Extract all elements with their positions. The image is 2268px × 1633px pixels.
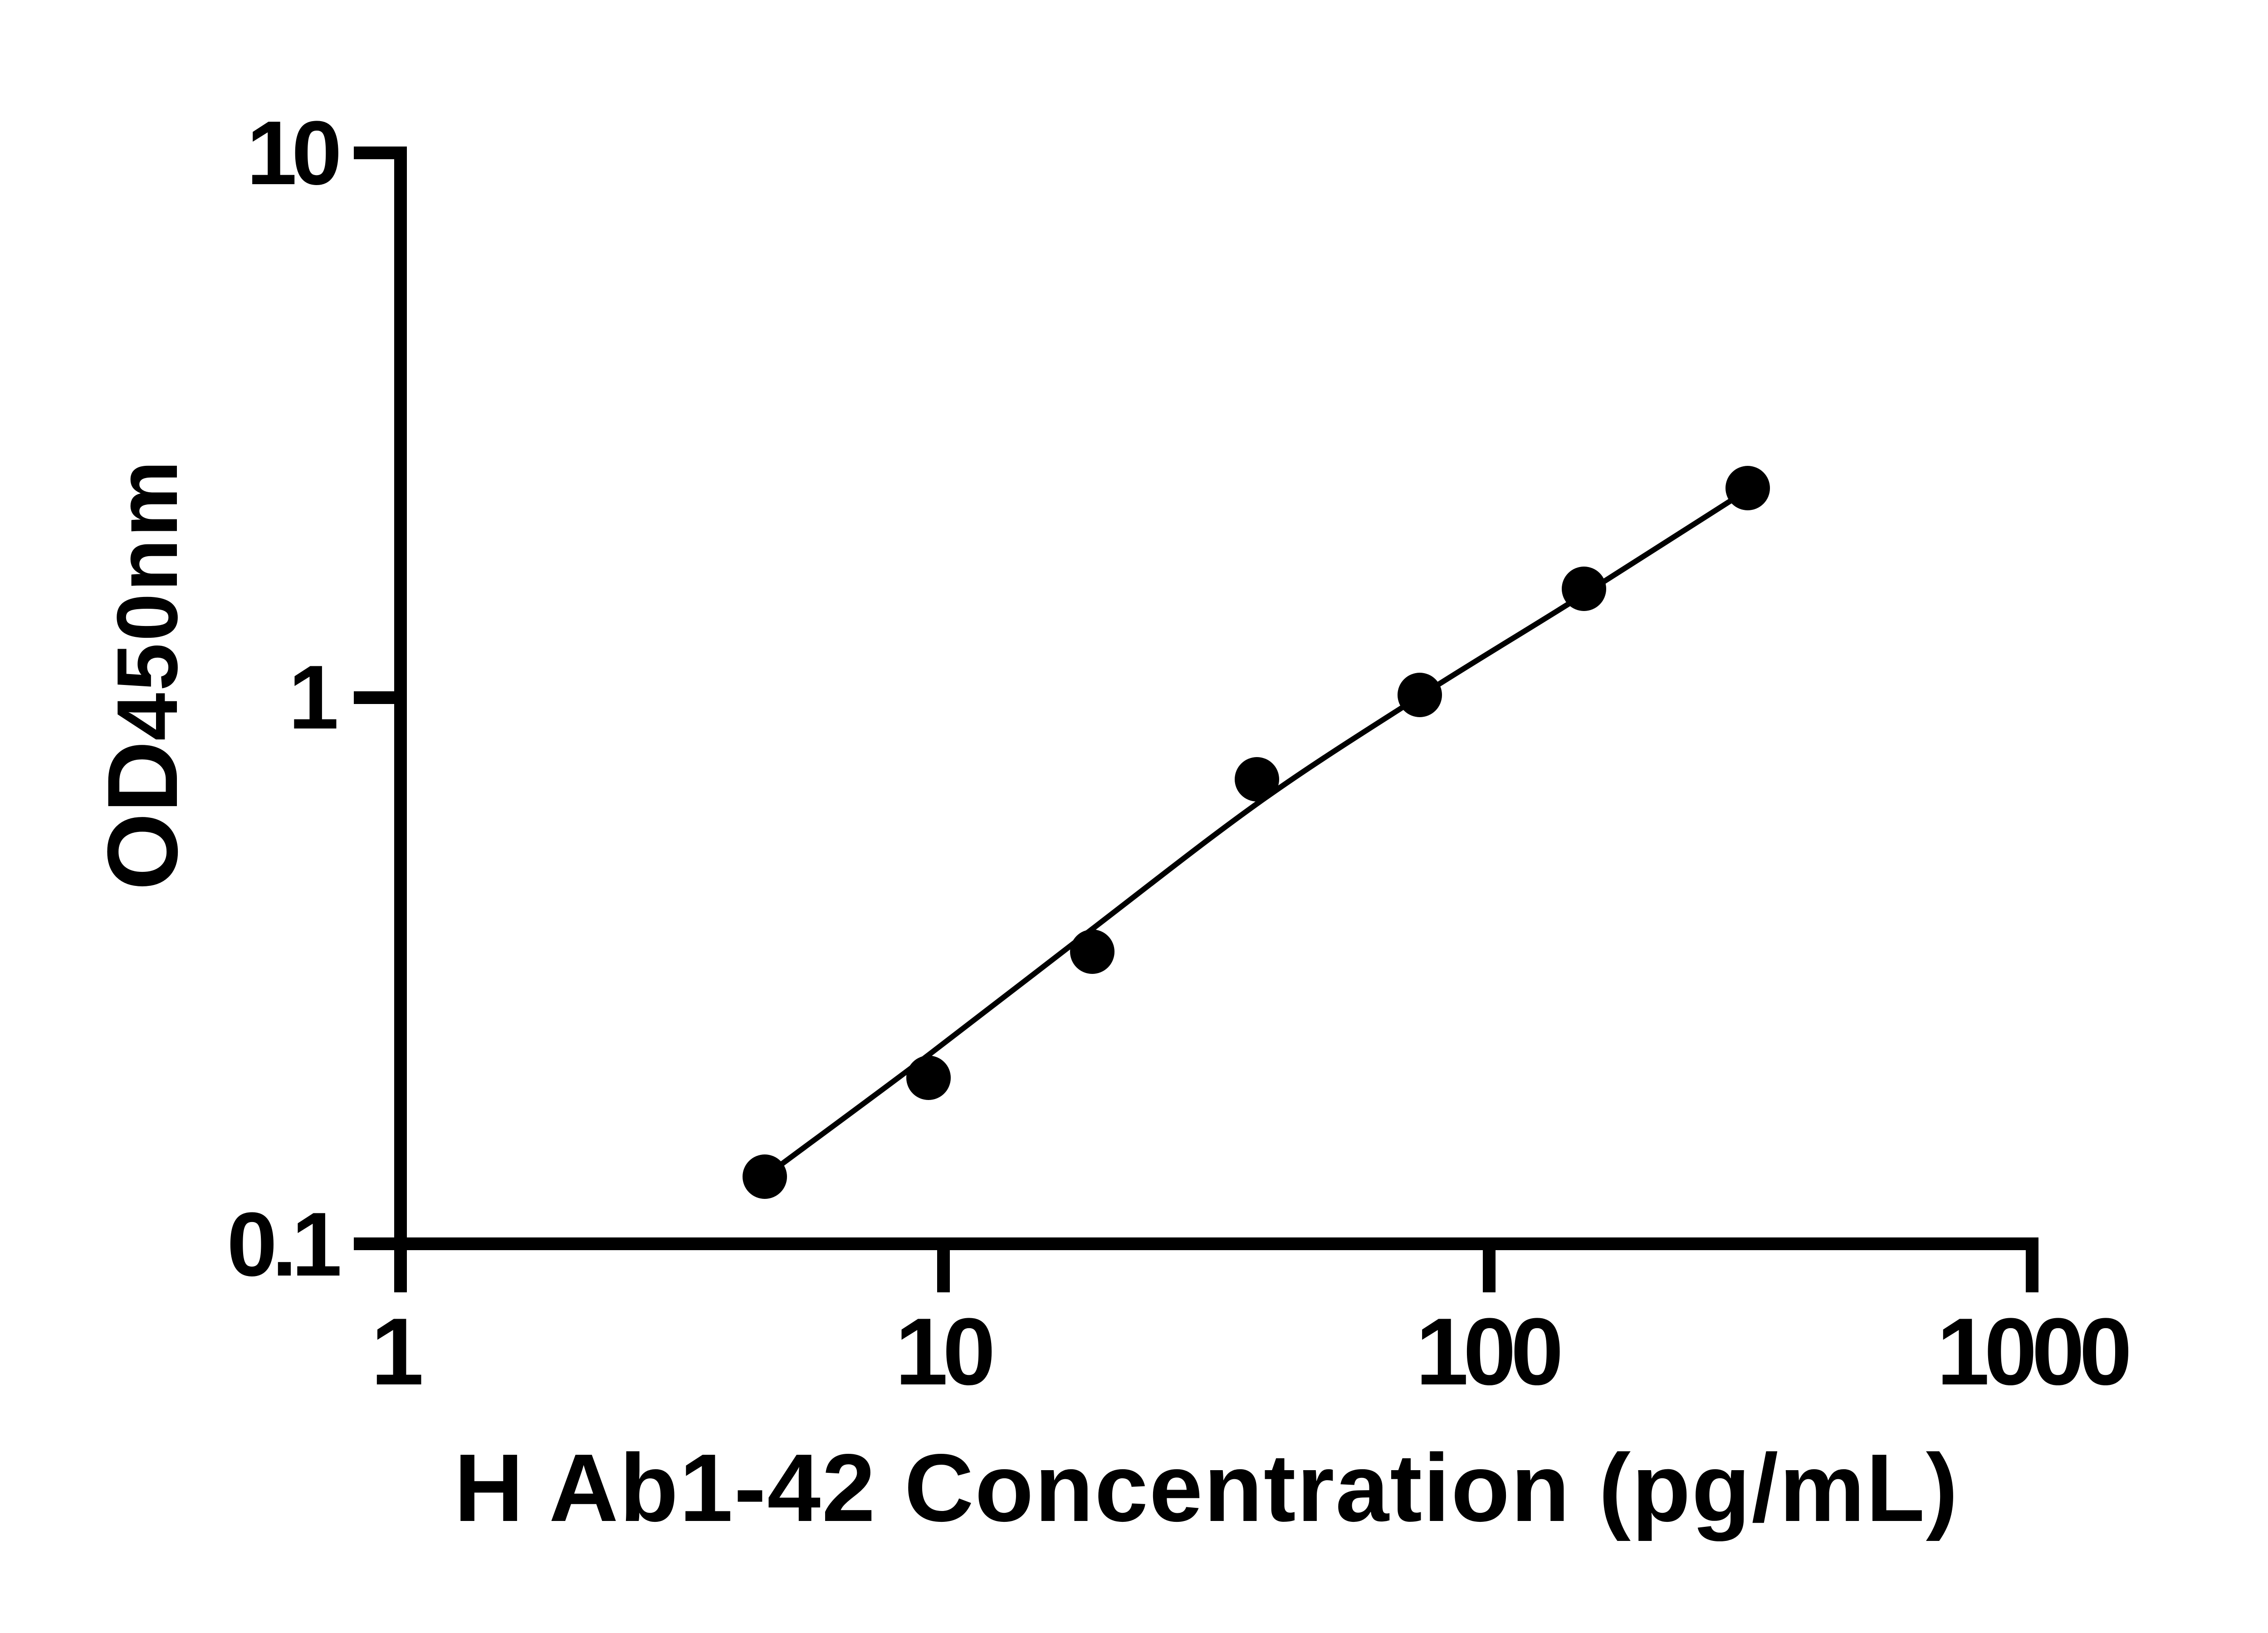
svg-text:OD450nm: OD450nm (87, 459, 198, 890)
svg-text:10: 10 (895, 1298, 992, 1405)
svg-text:100: 100 (1416, 1298, 1560, 1405)
svg-text:1000: 1000 (1936, 1298, 2128, 1405)
svg-text:H Ab1-42 Concentration (pg/mL): H Ab1-42 Concentration (pg/mL) (454, 1434, 1959, 1541)
svg-text:10: 10 (247, 103, 339, 204)
svg-text:0.1: 0.1 (227, 1194, 340, 1295)
svg-text:1: 1 (371, 1298, 421, 1405)
svg-text:1: 1 (288, 647, 337, 748)
